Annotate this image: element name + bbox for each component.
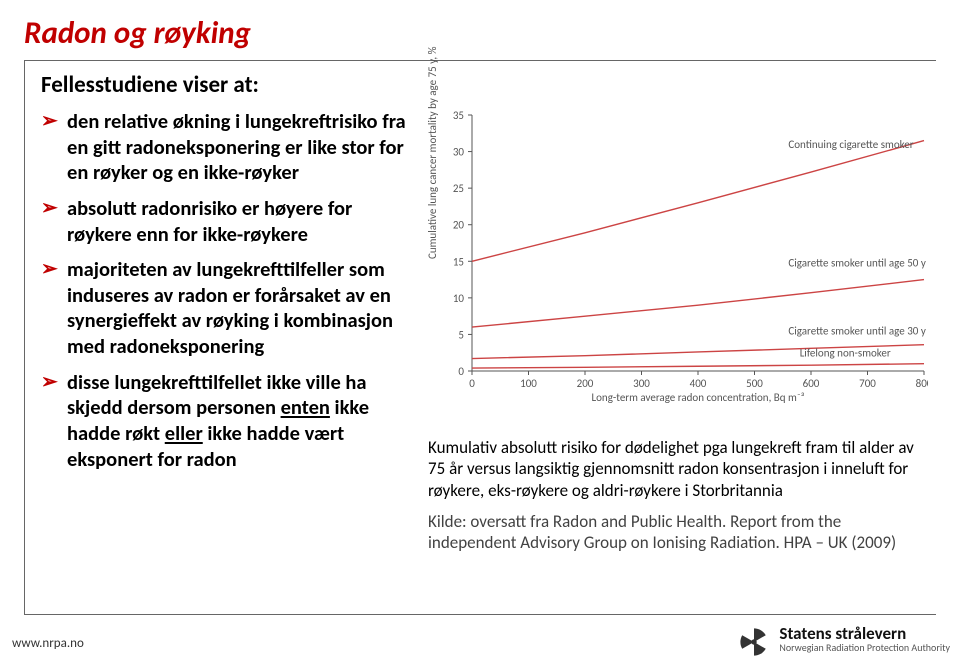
svg-text:800: 800 [916, 377, 928, 390]
svg-text:5: 5 [458, 328, 464, 341]
bullet-list: den relative økning i lungekreftrisiko f… [41, 109, 420, 472]
chart: Cumulative lung cancer mortality by age … [428, 109, 928, 409]
bullet-item: den relative økning i lungekreftrisiko f… [41, 109, 420, 186]
svg-text:300: 300 [633, 377, 650, 390]
svg-text:200: 200 [577, 377, 594, 390]
svg-text:35: 35 [453, 109, 464, 122]
subtitle: Fellesstudiene viser at: [41, 71, 928, 99]
caption-source: Kilde: oversatt fra Radon and Public Hea… [428, 511, 924, 554]
logo-line2: Norwegian Radiation Protection Authority [779, 643, 950, 654]
svg-text:0: 0 [469, 377, 475, 390]
svg-text:100: 100 [520, 377, 537, 390]
chart-svg: 0 100 200 300 400 500 600 700 800 0 5 10 15 20 25 30 35 L… [428, 109, 928, 409]
svg-text:15: 15 [453, 255, 464, 268]
org-logo: Statens strålevern Norwegian Radiation P… [737, 625, 950, 659]
page-title: Radon og røyking [24, 14, 936, 52]
footer-url: www.nrpa.no [12, 636, 84, 651]
svg-text:Long-term average radon concen: Long-term average radon concentration, B… [592, 391, 805, 404]
svg-text:25: 25 [453, 182, 464, 195]
trefoil-icon [737, 625, 771, 659]
svg-text:10: 10 [453, 292, 465, 305]
svg-text:Cigarette smoker until age 50: Cigarette smoker until age 50 y [788, 256, 925, 269]
svg-text:700: 700 [859, 377, 876, 390]
chart-caption: Kumulativ absolutt risiko for dødelighet… [428, 437, 928, 553]
chart-y-label: Cumulative lung cancer mortality by age … [426, 46, 439, 259]
svg-text:600: 600 [803, 377, 820, 390]
svg-text:400: 400 [690, 377, 707, 390]
content-frame: Fellesstudiene viser at: den relative øk… [24, 60, 936, 615]
bullet-item: majoriteten av lungekrefttilfeller som i… [41, 257, 420, 360]
svg-text:30: 30 [453, 146, 465, 159]
svg-text:500: 500 [746, 377, 763, 390]
bullet-item: disse lungekrefttilfellet ikke ville ha … [41, 370, 420, 473]
svg-text:Continuing cigarette smoker: Continuing cigarette smoker [788, 138, 913, 151]
caption-p1: Kumulativ absolutt risiko for dødelighet… [428, 437, 924, 501]
svg-text:0: 0 [458, 365, 464, 378]
svg-text:Cigarette smoker until age 30: Cigarette smoker until age 30 y [788, 324, 925, 337]
bullet-item: absolutt radonrisiko er høyere for røyke… [41, 196, 420, 247]
svg-text:Lifelong non-smoker: Lifelong non-smoker [800, 346, 891, 359]
svg-text:20: 20 [453, 219, 465, 232]
